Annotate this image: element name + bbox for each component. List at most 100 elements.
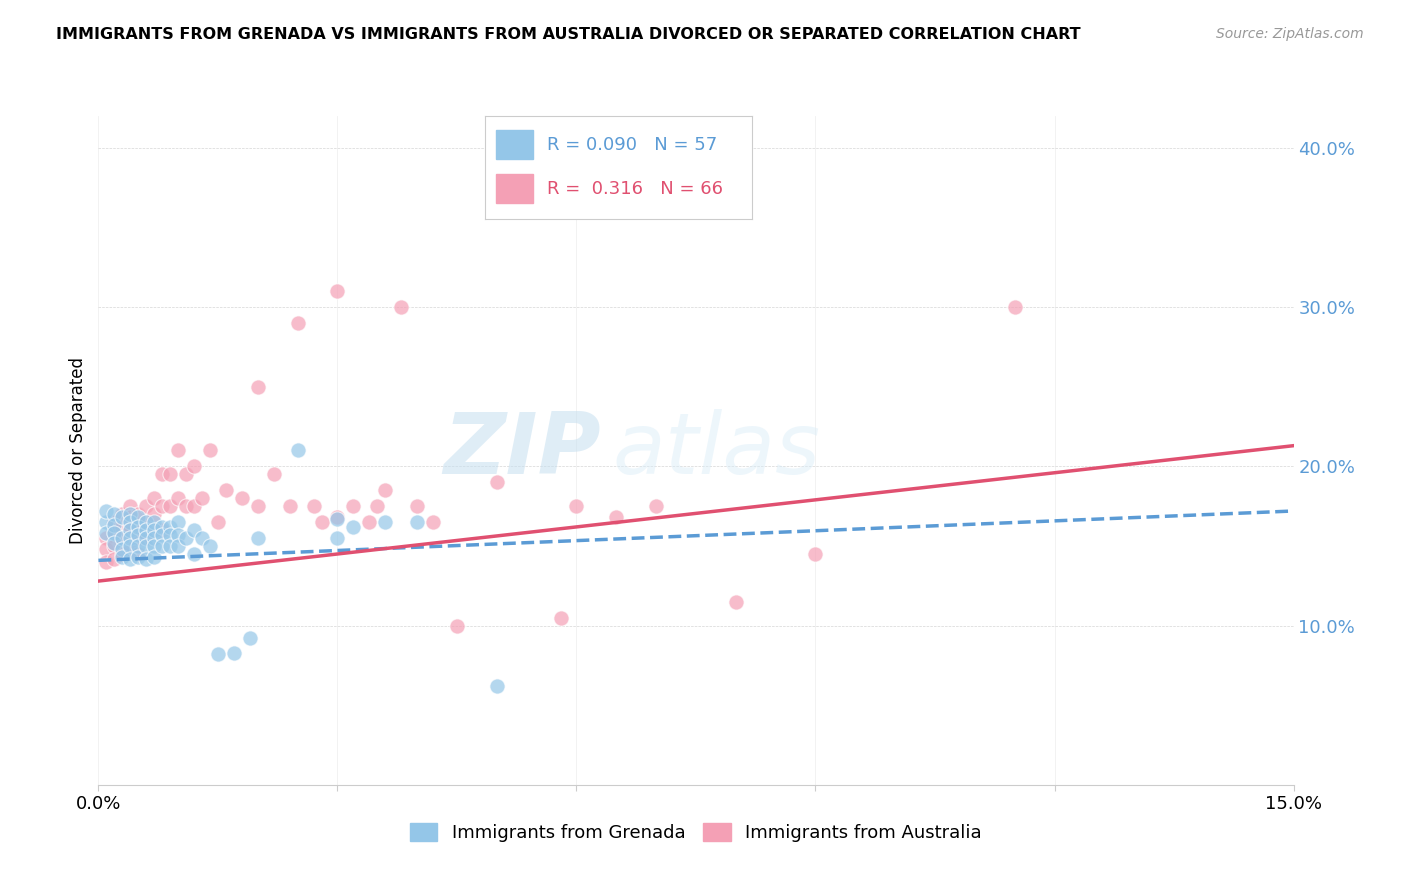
Point xyxy=(127,539,149,553)
Point xyxy=(167,515,190,529)
Point xyxy=(359,515,381,529)
Point xyxy=(150,523,173,537)
Point xyxy=(167,528,190,542)
Point xyxy=(174,500,197,514)
Point xyxy=(127,520,149,534)
Point xyxy=(159,539,181,553)
Point xyxy=(111,550,134,565)
Point xyxy=(159,500,181,514)
Point xyxy=(127,507,149,521)
Legend: Immigrants from Grenada, Immigrants from Australia: Immigrants from Grenada, Immigrants from… xyxy=(404,815,988,849)
Point xyxy=(1004,300,1026,314)
Point xyxy=(96,515,118,529)
Point xyxy=(167,443,190,458)
Bar xyxy=(496,130,533,159)
Text: R =  0.316   N = 66: R = 0.316 N = 66 xyxy=(547,180,723,198)
Point xyxy=(167,539,190,553)
Point xyxy=(406,515,429,529)
Point xyxy=(127,510,149,524)
Point xyxy=(485,475,508,490)
Point xyxy=(111,510,134,524)
Point xyxy=(120,539,142,553)
Point xyxy=(143,539,166,553)
Point xyxy=(111,531,134,545)
Point xyxy=(150,500,173,514)
Point xyxy=(127,520,149,534)
Point xyxy=(120,523,142,537)
Point xyxy=(143,507,166,521)
Point xyxy=(302,500,325,514)
Text: Source: ZipAtlas.com: Source: ZipAtlas.com xyxy=(1216,27,1364,41)
Point xyxy=(135,515,157,529)
Point xyxy=(804,547,827,561)
Point xyxy=(120,542,142,557)
Point xyxy=(207,515,229,529)
Point xyxy=(724,595,747,609)
Point xyxy=(120,500,142,514)
Point xyxy=(120,507,142,521)
Point xyxy=(278,500,301,514)
Point xyxy=(326,531,349,545)
Point xyxy=(127,550,149,565)
Point xyxy=(135,531,157,545)
Point xyxy=(326,284,349,298)
Point xyxy=(374,515,396,529)
Point xyxy=(239,632,262,646)
Point xyxy=(342,520,364,534)
Text: R = 0.090   N = 57: R = 0.090 N = 57 xyxy=(547,136,717,153)
Point xyxy=(565,500,588,514)
Point xyxy=(231,491,253,506)
Point xyxy=(143,491,166,506)
Point xyxy=(374,483,396,498)
Point xyxy=(287,443,309,458)
Point xyxy=(246,531,269,545)
Point xyxy=(446,618,468,632)
Point xyxy=(135,531,157,545)
Point xyxy=(342,500,364,514)
Point xyxy=(120,531,142,545)
Point xyxy=(150,467,173,482)
Point xyxy=(422,515,444,529)
Point xyxy=(96,542,118,557)
Point xyxy=(111,542,134,557)
Y-axis label: Divorced or Separated: Divorced or Separated xyxy=(69,357,87,544)
Point xyxy=(135,523,157,537)
Point xyxy=(135,500,157,514)
Point xyxy=(150,539,173,553)
Text: atlas: atlas xyxy=(613,409,820,492)
Point xyxy=(366,500,388,514)
Point xyxy=(135,515,157,529)
Point xyxy=(183,547,205,561)
Point xyxy=(111,507,134,521)
Point xyxy=(406,500,429,514)
Point xyxy=(159,528,181,542)
Point xyxy=(103,536,125,550)
Point xyxy=(326,510,349,524)
Point xyxy=(135,539,157,553)
Point xyxy=(120,515,142,529)
Point xyxy=(127,531,149,545)
Point xyxy=(215,483,238,498)
Point xyxy=(111,531,134,545)
Point xyxy=(103,518,125,533)
Point xyxy=(389,300,412,314)
Point xyxy=(174,531,197,545)
Point xyxy=(143,550,166,565)
Text: IMMIGRANTS FROM GRENADA VS IMMIGRANTS FROM AUSTRALIA DIVORCED OR SEPARATED CORRE: IMMIGRANTS FROM GRENADA VS IMMIGRANTS FR… xyxy=(56,27,1081,42)
Point xyxy=(111,547,134,561)
Point xyxy=(183,500,205,514)
Point xyxy=(150,520,173,534)
Point xyxy=(103,539,125,553)
Point xyxy=(311,515,333,529)
Point xyxy=(174,467,197,482)
Point xyxy=(159,467,181,482)
Point xyxy=(111,520,134,534)
Point xyxy=(143,531,166,545)
Point xyxy=(191,491,214,506)
Point xyxy=(127,547,149,561)
Bar xyxy=(496,175,533,203)
Point xyxy=(96,531,118,545)
Point xyxy=(103,515,125,529)
Point xyxy=(120,510,142,524)
Point xyxy=(159,520,181,534)
